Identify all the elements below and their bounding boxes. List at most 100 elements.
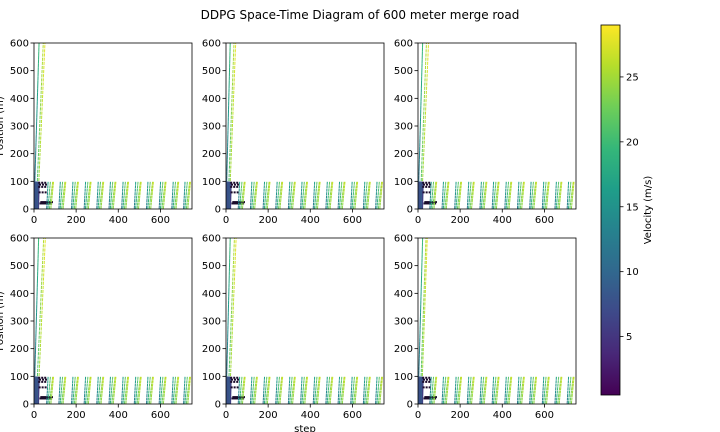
y-tick-label: 0 [23, 205, 29, 216]
x-tick-label: 200 [259, 215, 278, 226]
y-tick-label: 400 [394, 94, 413, 105]
y-tick-label: 100 [394, 177, 413, 188]
y-tick-label: 0 [215, 400, 221, 411]
y-tick-label: 400 [10, 289, 29, 300]
panel-2: 0 200 400 600 0 100 200 300 400 500 600 [202, 39, 385, 226]
x-tick-label: 200 [67, 215, 86, 226]
y-tick-label: 200 [10, 149, 29, 160]
y-tick-label: 100 [10, 177, 29, 188]
colorbar-tick-label: 5 [626, 332, 632, 343]
axes-frame [417, 237, 577, 405]
x-tick-label: 400 [109, 215, 128, 226]
colorbar-tick-label: 25 [626, 72, 639, 83]
trajectory-layer [34, 238, 192, 404]
y-tick-label: 300 [10, 122, 29, 133]
y-tick-label: 0 [215, 205, 221, 216]
y-tick-label: 0 [407, 400, 413, 411]
x-tick-label: 600 [343, 215, 362, 226]
colorbar: 5 10 15 20 25 Velocity (m/s) [600, 24, 654, 396]
y-tick-label: 100 [202, 372, 221, 383]
y-tick-label: 300 [10, 317, 29, 328]
x-tick-label: 600 [343, 410, 362, 421]
y-tick-label: 100 [202, 177, 221, 188]
y-tick-label: 200 [10, 344, 29, 355]
axes-frame [225, 237, 385, 405]
y-tick-label: 400 [202, 289, 221, 300]
x-tick-label: 400 [109, 410, 128, 421]
cluster-fill [418, 181, 422, 209]
cluster-fill [34, 181, 38, 209]
colorbar-gradient [600, 24, 621, 396]
x-tick-label: 200 [451, 215, 470, 226]
y-tick-label: 100 [394, 372, 413, 383]
slow-vehicle-cluster [34, 376, 53, 404]
y-tick-label: 500 [202, 66, 221, 77]
panel-1: 0 200 400 600 0 100 200 300 400 500 600 [10, 39, 193, 226]
y-tick-label: 500 [394, 261, 413, 272]
x-tick-label: 400 [493, 215, 512, 226]
y-tick-label: 400 [202, 94, 221, 105]
x-tick-label: 200 [259, 410, 278, 421]
panel-5: 0 200 400 600 0 100 200 300 400 500 600 [202, 234, 385, 421]
cluster-fill [34, 376, 38, 404]
y-tick-label: 200 [202, 149, 221, 160]
trajectory-layer [226, 43, 384, 209]
trajectory-layer [226, 238, 384, 404]
x-tick-label: 0 [223, 410, 229, 421]
panel-4: 0 200 400 600 0 100 200 300 400 500 600 [10, 234, 193, 421]
y-axis-label: Position (m) [0, 291, 6, 351]
y-tick-label: 600 [394, 234, 413, 245]
x-tick-label: 400 [301, 215, 320, 226]
x-tick-label: 600 [151, 215, 170, 226]
x-tick-label: 0 [415, 215, 421, 226]
y-tick-label: 200 [202, 344, 221, 355]
y-tick-label: 100 [10, 372, 29, 383]
y-tick-label: 600 [394, 39, 413, 50]
x-tick-label: 200 [451, 410, 470, 421]
colorbar-label: Velocity (m/s) [643, 176, 654, 245]
y-tick-label: 600 [202, 234, 221, 245]
trajectory-layer [34, 43, 192, 209]
y-tick-label: 500 [394, 66, 413, 77]
colorbar-tick-label: 10 [626, 267, 639, 278]
axes-frame [225, 42, 385, 210]
colorbar-tick-label: 15 [626, 202, 639, 213]
panel-6: 0 200 400 600 0 100 200 300 400 500 600 [394, 234, 577, 421]
y-tick-label: 0 [23, 400, 29, 411]
y-tick-label: 0 [407, 205, 413, 216]
cluster-fill [418, 376, 422, 404]
x-tick-label: 200 [67, 410, 86, 421]
y-tick-label: 400 [10, 94, 29, 105]
y-tick-label: 500 [10, 66, 29, 77]
x-tick-label: 600 [151, 410, 170, 421]
y-tick-label: 200 [394, 149, 413, 160]
slow-vehicle-cluster [34, 181, 53, 209]
colorbar-tick-label: 20 [626, 137, 639, 148]
y-tick-label: 300 [394, 317, 413, 328]
y-tick-label: 300 [202, 317, 221, 328]
y-tick-label: 600 [10, 39, 29, 50]
x-tick-label: 600 [535, 410, 554, 421]
chart-title: DDPG Space-Time Diagram of 600 meter mer… [201, 8, 520, 22]
x-tick-label: 0 [223, 215, 229, 226]
x-tick-label: 0 [415, 410, 421, 421]
y-tick-label: 200 [394, 344, 413, 355]
x-axis-label: step [294, 424, 316, 432]
x-tick-label: 600 [535, 215, 554, 226]
y-tick-label: 600 [10, 234, 29, 245]
panel-3: 0 200 400 600 0 100 200 300 400 500 600 [394, 39, 577, 226]
x-tick-label: 0 [31, 215, 37, 226]
cluster-fill [226, 181, 230, 209]
x-tick-label: 0 [31, 410, 37, 421]
y-tick-label: 300 [394, 122, 413, 133]
y-tick-label: 500 [10, 261, 29, 272]
slow-vehicle-cluster [226, 376, 245, 404]
trajectory-layer [418, 238, 575, 404]
y-tick-label: 500 [202, 261, 221, 272]
y-axis-label: Position (m) [0, 96, 6, 156]
x-tick-label: 400 [301, 410, 320, 421]
x-tick-label: 400 [493, 410, 512, 421]
y-tick-label: 300 [202, 122, 221, 133]
